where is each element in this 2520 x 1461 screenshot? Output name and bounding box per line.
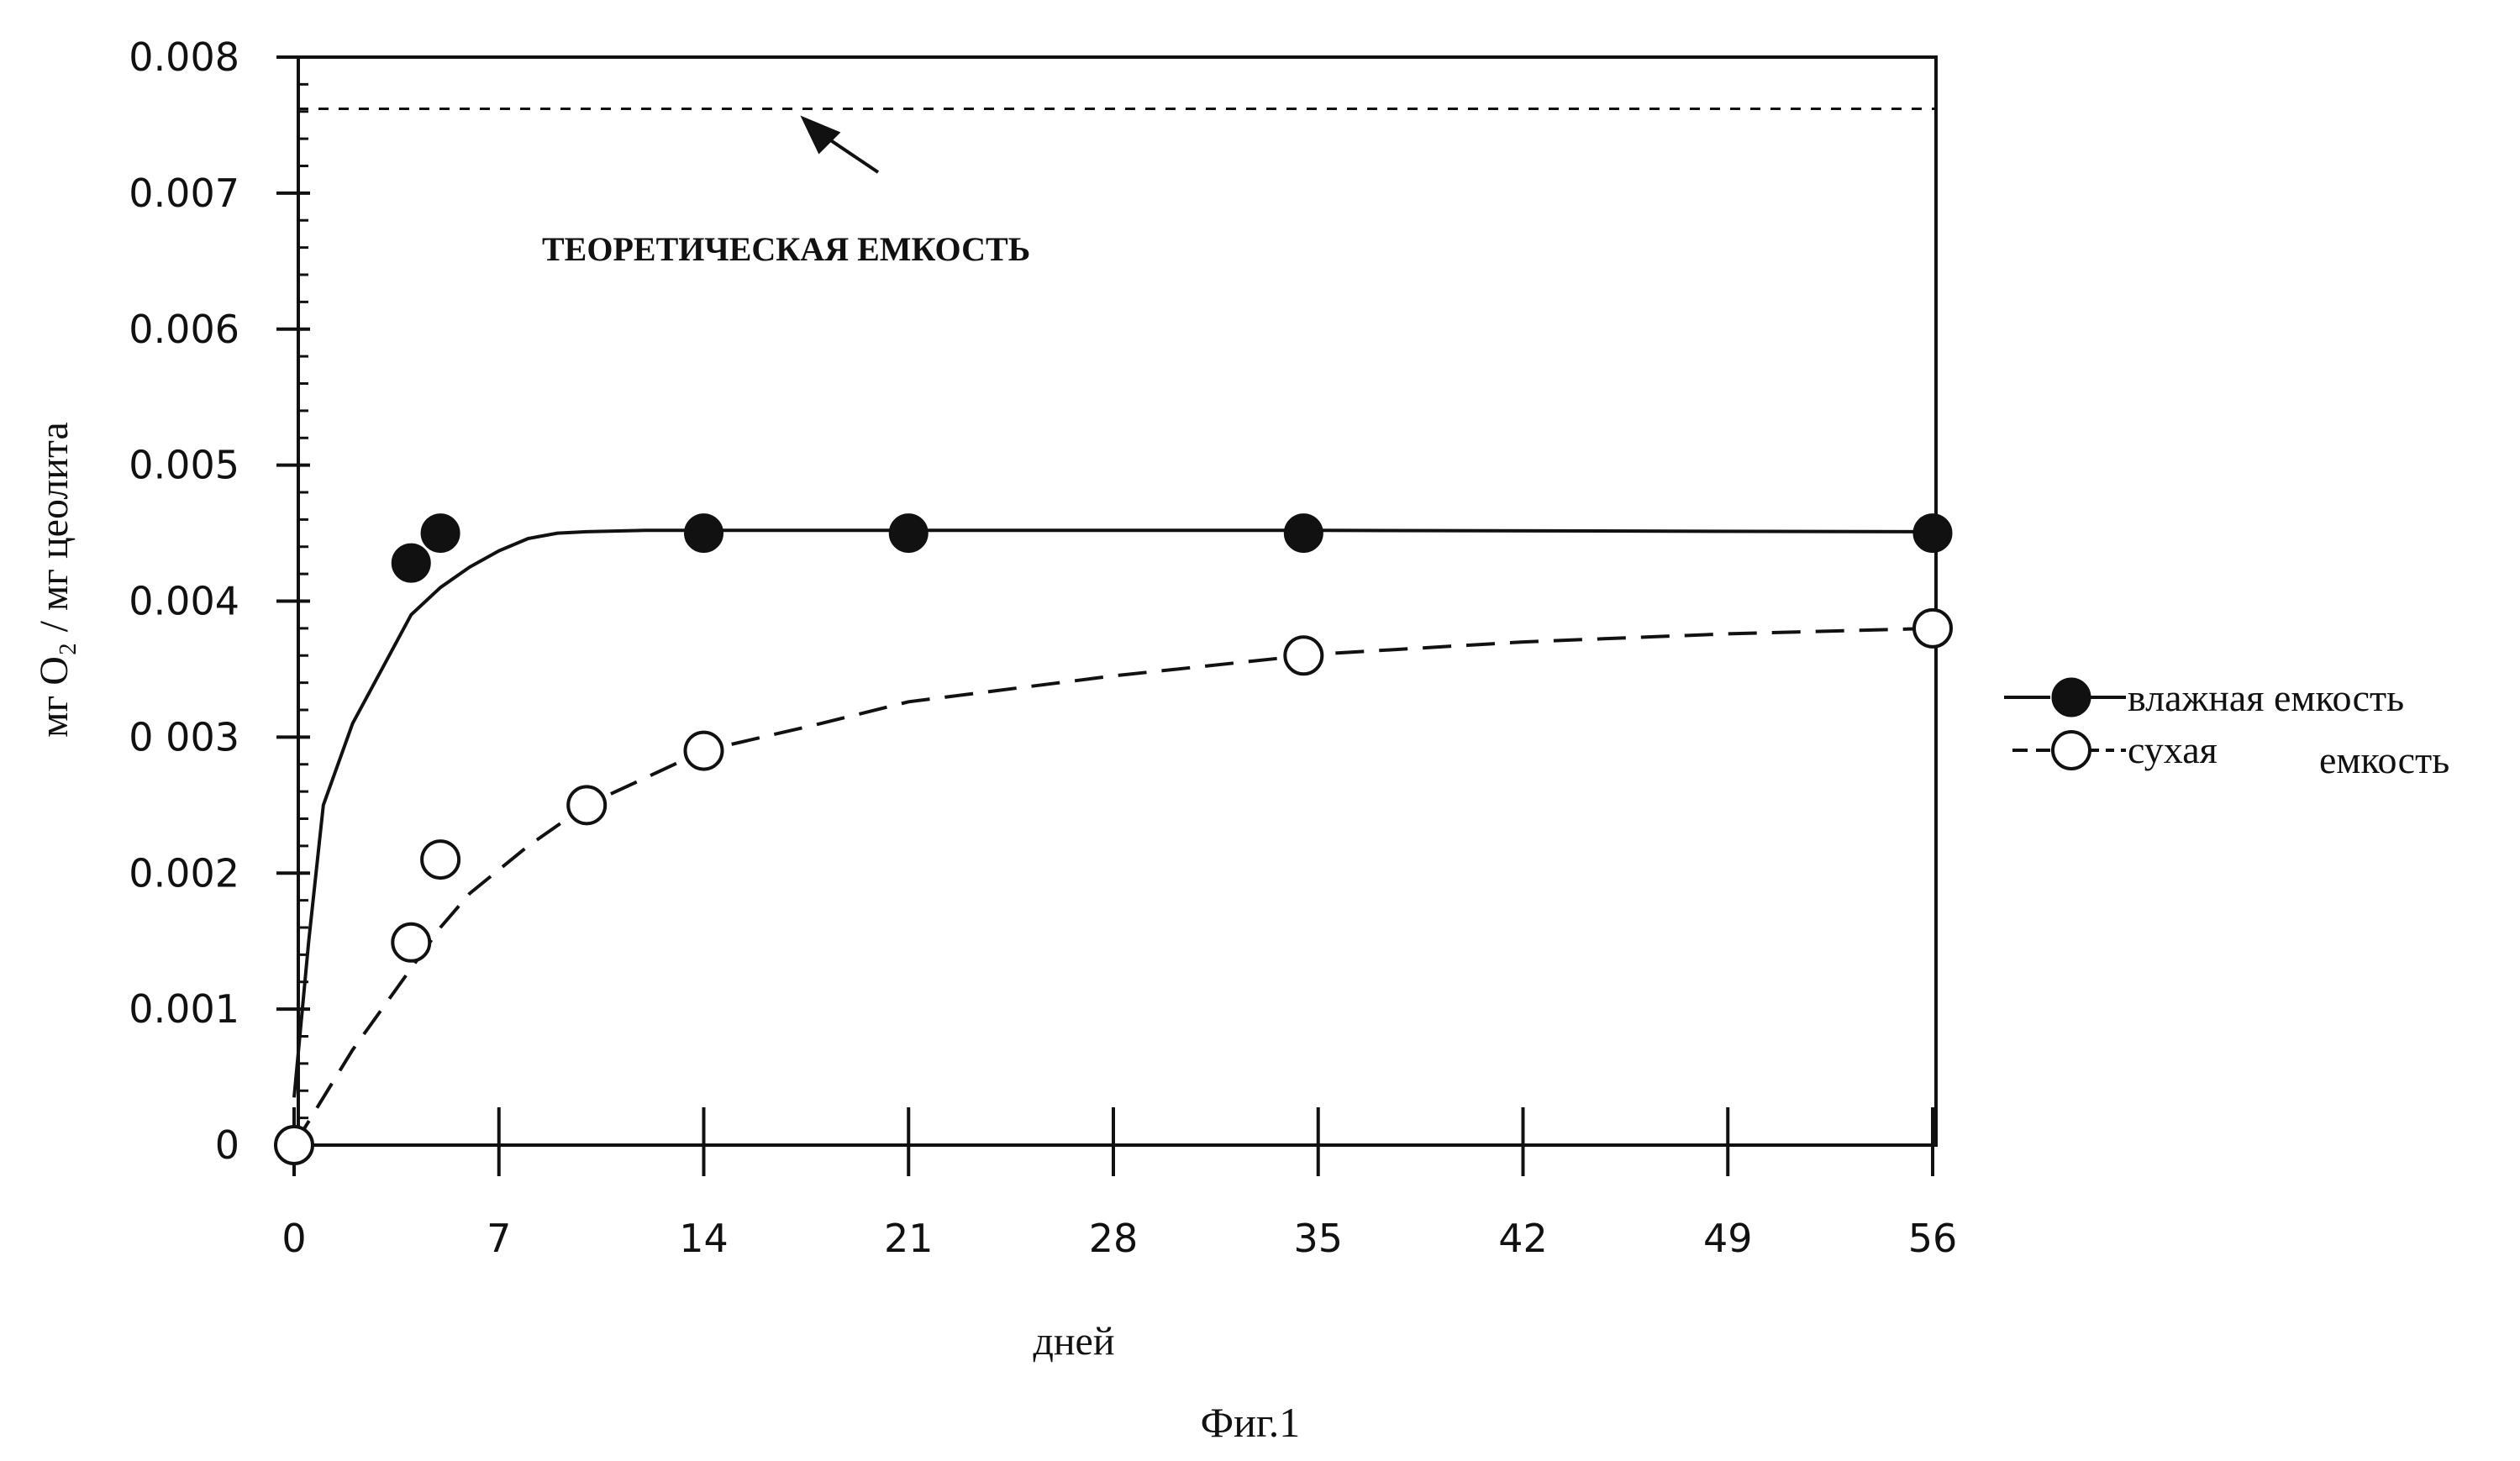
dry-capacity-point: [566, 785, 608, 826]
wet-capacity-point: [684, 513, 723, 554]
y-axis-ticks: [276, 55, 310, 1147]
theoretical-capacity-group: [298, 108, 1936, 174]
legend-dry-label-word2: емкость: [2319, 738, 2449, 781]
x-tick-label: 14: [679, 1216, 729, 1261]
dry-capacity-point: [1283, 635, 1324, 676]
plot-frame: [297, 55, 1938, 1147]
y-tick-label: 0.007: [129, 171, 239, 216]
series-lines: [292, 528, 1933, 1147]
legend: влажная емкость сухая емкость: [2004, 676, 2449, 781]
dry-capacity-point: [391, 922, 432, 963]
legend-dry-label-word1: сухая: [2128, 728, 2217, 771]
y-axis-title: мг O₂ / мг цеолита: [32, 422, 76, 738]
theoretical-capacity-label: ТЕОРЕТИЧЕСКАЯ ЕМКОСТЬ: [542, 230, 1030, 268]
y-tick-label: 0.004: [129, 579, 239, 624]
wet-capacity-point: [1283, 513, 1323, 554]
y-tick-label: 0.006: [129, 307, 239, 352]
y-tick-label: 0.001: [129, 986, 239, 1032]
dry-capacity-point: [274, 1125, 314, 1165]
series-wet-curve: [292, 528, 1933, 1098]
figure-caption: Фиг.1: [1201, 1399, 1301, 1446]
legend-wet-marker: [2051, 677, 2091, 717]
x-tick-label: 56: [1908, 1216, 1958, 1261]
y-tick-labels: 0 0.001 0.002 0 003 0.004 0.005 0.006 0.007 0.00…: [129, 34, 239, 1168]
x-tick-labels: 0 7 14 21 28 35 42 49 56: [281, 1216, 1957, 1261]
x-tick-label: 28: [1089, 1216, 1139, 1261]
x-tick-label: 49: [1703, 1216, 1753, 1261]
y-tick-label: 0: [215, 1122, 239, 1168]
dry-capacity-point: [420, 839, 461, 880]
x-axis-title: дней: [1033, 1319, 1114, 1364]
legend-wet-label: влажная емкость: [2128, 676, 2404, 719]
series-points: [274, 513, 1953, 1165]
dry-capacity-point: [683, 730, 724, 771]
x-tick-label: 7: [487, 1216, 511, 1261]
annotation-arrow-head: [800, 115, 841, 155]
y-tick-label: 0.008: [129, 34, 239, 80]
x-tick-label: 35: [1293, 1216, 1343, 1261]
y-tick-label: 0 003: [129, 714, 239, 759]
series-dry-curve: [292, 626, 1933, 1147]
y-tick-label: 0.005: [129, 443, 239, 488]
wet-capacity-point: [888, 513, 929, 554]
dry-capacity-point: [1912, 607, 1953, 649]
x-tick-label: 42: [1498, 1216, 1548, 1261]
x-tick-label: 0: [281, 1216, 306, 1261]
x-axis-ticks: [292, 1107, 1934, 1176]
wet-capacity-point: [420, 513, 460, 554]
wet-capacity-point: [1912, 513, 1953, 554]
wet-capacity-point: [391, 543, 431, 583]
legend-dry-marker: [2051, 730, 2091, 770]
x-tick-label: 21: [884, 1216, 934, 1261]
y-tick-label: 0.002: [129, 850, 239, 896]
